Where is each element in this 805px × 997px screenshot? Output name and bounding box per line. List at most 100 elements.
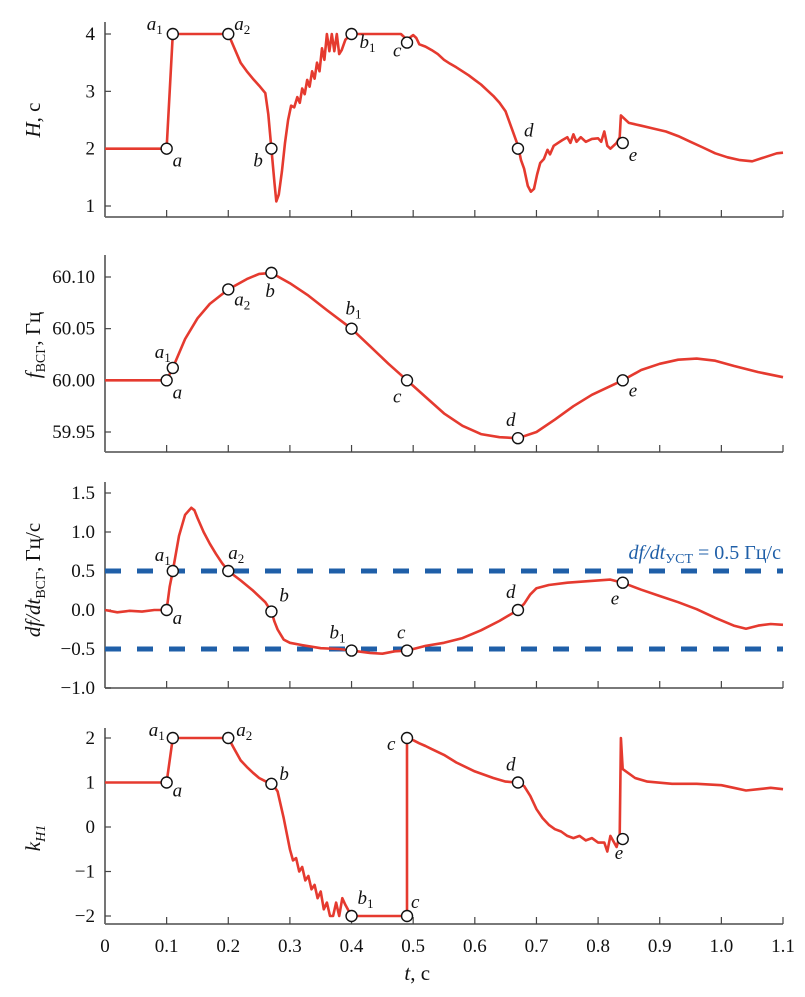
series-line-kH1 [105, 736, 784, 918]
marker-label: b1 [346, 299, 362, 322]
y-tick-label: 1.0 [71, 522, 95, 543]
marker-e [616, 576, 629, 589]
marker-label-main: b [279, 586, 289, 607]
marker-label: a2 [234, 14, 250, 37]
marker-label: d [506, 755, 516, 776]
y-tick-label: 60.05 [52, 319, 95, 340]
marker-label: b [253, 151, 263, 172]
annotation-main: df/dt [629, 542, 666, 564]
marker-label-sub: 1 [367, 896, 374, 911]
marker-label-main: d [524, 121, 534, 142]
marker-label: e [629, 145, 637, 166]
y-axis-label-sub: ВСГ [34, 572, 49, 599]
marker-label: c [387, 734, 396, 755]
marker-label-main: a [228, 543, 238, 564]
marker-d [511, 432, 525, 445]
marker-label: c [397, 623, 406, 644]
marker-label: d [506, 582, 516, 603]
marker-label-sub: 2 [246, 728, 253, 743]
marker-label: a [173, 151, 183, 172]
series-line-H [105, 32, 784, 203]
marker-label-main: d [506, 755, 516, 776]
marker-label: a [173, 781, 183, 802]
marker-label: d [524, 121, 534, 142]
y-tick-label: 0 [86, 817, 96, 838]
marker-label: a2 [228, 543, 244, 566]
marker-label-sub: 2 [244, 22, 251, 37]
marker-label-sub: 1 [339, 631, 346, 646]
x-axis-label-unit: , с [410, 961, 430, 985]
marker-label: e [611, 589, 619, 610]
y-tick-label: 3 [86, 81, 96, 102]
y-tick-label: 60.00 [52, 370, 95, 391]
marker-c [400, 731, 414, 745]
marker-label: b [279, 764, 289, 785]
y-tick-label: 60.10 [52, 267, 95, 288]
x-axis-label: t, с [404, 961, 430, 985]
marker-label-main: b [253, 151, 263, 172]
marker-b [265, 266, 278, 280]
marker-label-main: e [615, 843, 623, 864]
x-tick-label: 0.2 [216, 936, 240, 957]
marker-c [400, 644, 414, 657]
marker-label: a2 [234, 289, 250, 312]
x-tick-label: 0.4 [340, 936, 364, 957]
x-tick-label: 0.1 [155, 936, 179, 957]
marker-label-main: a [234, 14, 244, 35]
marker-label: a [173, 608, 183, 629]
marker-d [511, 603, 525, 617]
marker-e [616, 832, 629, 846]
y-tick-label: 2 [86, 728, 96, 749]
marker-label: b1 [360, 32, 376, 55]
marker-label-main: b [265, 281, 275, 302]
marker-label-sub: 1 [355, 307, 362, 322]
y-axis-label-unit: , Гц/с [21, 523, 45, 572]
marker-b1 [345, 322, 358, 335]
marker-label-main: b [346, 299, 356, 320]
y-tick-label: 59.95 [52, 422, 95, 443]
y-axis-label-sub: ВСГ [34, 346, 49, 373]
marker-label: a2 [236, 720, 252, 743]
marker-label-main: b [358, 888, 368, 909]
marker-c [400, 36, 414, 49]
y-tick-label: 1 [86, 196, 96, 217]
y-axis-label-main: df/dt [21, 598, 45, 638]
marker-label-main: d [506, 582, 516, 603]
marker-b1 [345, 909, 358, 923]
marker-label: c [411, 892, 420, 913]
marker-label: e [615, 843, 623, 864]
marker-a2 [222, 27, 235, 41]
y-tick-label: 2 [86, 139, 96, 160]
y-tick-label: −2 [75, 906, 95, 927]
marker-label-main: c [387, 734, 396, 755]
marker-e [616, 374, 629, 387]
marker-label-main: a [173, 382, 183, 403]
threshold-annotation: df/dtУСТ = 0.5 Гц/с [629, 542, 782, 567]
marker-a1 [166, 731, 180, 745]
y-axis-label-main: k [21, 841, 45, 851]
marker-a [160, 374, 173, 387]
x-tick-label: 0.3 [278, 936, 302, 957]
marker-label: b [265, 281, 275, 302]
y-tick-label: −1 [75, 862, 95, 883]
annotation-sub: УСТ [665, 552, 693, 567]
marker-a [160, 603, 173, 617]
y-tick-label: 4 [86, 24, 96, 45]
marker-label-main: b [360, 32, 370, 53]
marker-label-sub: 1 [158, 728, 165, 743]
x-tick-label: 1.0 [709, 936, 733, 957]
marker-label-main: c [411, 892, 420, 913]
marker-label-main: a [234, 289, 244, 310]
marker-label-sub: 1 [164, 553, 171, 568]
marker-b [265, 142, 278, 155]
marker-label-main: a [173, 781, 183, 802]
marker-label: c [393, 386, 402, 407]
marker-a1 [166, 361, 180, 375]
marker-b1 [345, 27, 358, 41]
marker-a [160, 776, 173, 789]
marker-a2 [222, 731, 235, 745]
x-tick-label: 0.7 [525, 936, 549, 957]
